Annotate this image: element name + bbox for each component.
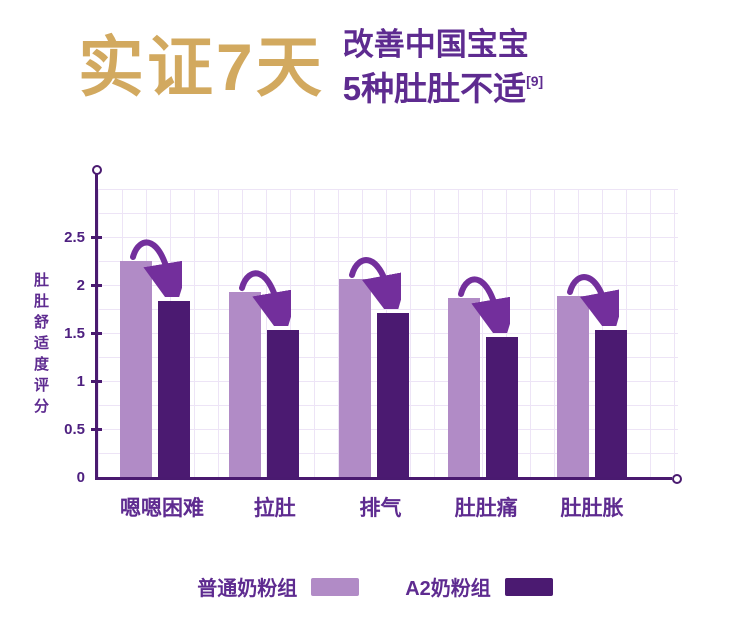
bar-group (557, 182, 627, 477)
bar-group (229, 182, 300, 477)
bar-regular (120, 261, 152, 477)
bar-group (338, 182, 409, 477)
bar-groups (120, 182, 627, 477)
bar-a2 (267, 330, 300, 477)
plot-area: 0 0.5 1 1.5 2 2.5 嗯嗯困难 拉肚 排气 肚肚痛 肚肚胀 (64, 165, 682, 520)
title-main: 实证7天 (78, 30, 325, 105)
title-sub-line2: 5种肚肚不适[9] (343, 69, 543, 109)
bar-group (447, 182, 518, 477)
x-axis-end-circle (672, 473, 682, 484)
title-sub: 改善中国宝宝 5种肚肚不适[9] (343, 26, 543, 108)
category-label: 肚肚胀 (560, 497, 624, 520)
legend-label-a2: A2奶粉组 (405, 578, 491, 600)
y-tick-label: 0 (76, 469, 85, 486)
category-label: 嗯嗯困难 (120, 497, 204, 520)
title-sub-line2-text: 5种肚肚不适 (342, 69, 527, 107)
bar-a2 (376, 313, 409, 477)
bar-group (120, 182, 190, 477)
bar-a2 (158, 301, 190, 477)
title-sub-line1: 改善中国宝宝 (342, 27, 529, 62)
page-title: 实证7天 改善中国宝宝 5种肚肚不适[9] (78, 26, 543, 108)
legend-label-regular: 普通奶粉组 (197, 578, 298, 600)
bar-regular (447, 298, 480, 477)
legend-item-a2: A2奶粉组 (405, 572, 553, 601)
y-axis-end-circle (91, 165, 102, 175)
category-label: 拉肚 (253, 497, 296, 520)
legend: 普通奶粉组 A2奶粉组 (0, 572, 750, 601)
legend-swatch-regular (311, 577, 360, 596)
y-tick-label: 2.5 (64, 229, 85, 246)
x-axis-line (95, 477, 672, 480)
y-axis-line (95, 172, 98, 480)
bar-regular (229, 292, 262, 477)
category-labels: 嗯嗯困难 拉肚 排气 肚肚痛 肚肚胀 (120, 492, 627, 522)
bar-regular (338, 279, 371, 477)
category-label: 肚肚痛 (454, 497, 518, 520)
footnote-ref: [9] (526, 72, 544, 89)
category-label: 排气 (359, 497, 402, 520)
bar-regular (557, 296, 589, 477)
bar-a2 (485, 337, 518, 477)
bar-a2 (595, 330, 627, 477)
y-tick-label: 0.5 (64, 421, 85, 438)
axis-label-y: 肚肚舒适度评分 (32, 272, 49, 419)
legend-swatch-a2 (504, 577, 553, 596)
legend-item-regular: 普通奶粉组 (197, 572, 360, 601)
